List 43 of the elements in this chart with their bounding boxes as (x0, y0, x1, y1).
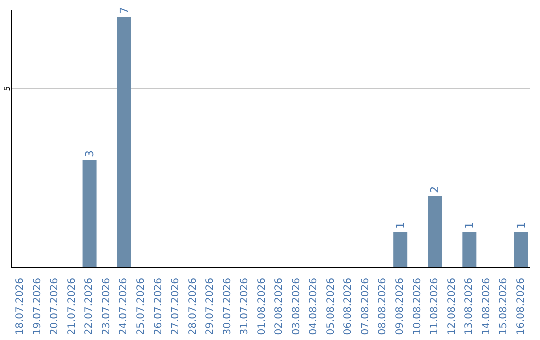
x-tick-label: 19.07.2026 (32, 278, 44, 336)
data-label: 1 (394, 222, 408, 230)
bar (462, 232, 477, 268)
bar (394, 232, 408, 268)
x-tick-label: 25.07.2026 (136, 278, 147, 336)
x-tick-label: 14.08.2026 (481, 278, 492, 336)
x-tick-label: 16.08.2026 (516, 278, 527, 336)
bar (117, 17, 132, 268)
x-tick-label: 13.08.2026 (464, 278, 476, 336)
x-tick-label: 11.08.2026 (430, 278, 441, 336)
data-label: 2 (428, 186, 442, 194)
bar (82, 160, 97, 268)
x-tick-label: 18.07.2026 (15, 278, 26, 336)
x-tick-label: 09.08.2026 (395, 278, 406, 336)
data-label: 1 (514, 222, 528, 230)
x-tick-label: 15.08.2026 (498, 278, 510, 336)
data-label: 3 (83, 150, 96, 158)
x-tick-label: 24.07.2026 (118, 278, 130, 336)
x-tick-label: 01.08.2026 (256, 278, 268, 336)
x-tick-label: 12.08.2026 (446, 278, 458, 336)
x-tick-label: 05.08.2026 (326, 278, 337, 336)
bar (428, 196, 442, 268)
x-tick-label: 20.07.2026 (50, 278, 61, 336)
x-tick-label: 22.07.2026 (84, 278, 96, 336)
x-tick-label: 31.07.2026 (240, 278, 251, 336)
x-tick-label: 06.08.2026 (343, 278, 354, 336)
x-tick-label: 04.08.2026 (308, 278, 320, 336)
y-tick-label: 5 (3, 86, 12, 92)
x-tick-label: 23.07.2026 (101, 278, 112, 336)
x-tick-label: 21.07.2026 (66, 278, 78, 336)
x-tick-label: 08.08.2026 (378, 278, 389, 336)
bar (514, 232, 528, 268)
x-tick-label: 02.08.2026 (274, 278, 286, 336)
x-tick-label: 07.08.2026 (360, 278, 372, 336)
x-tick-label: 30.07.2026 (222, 278, 234, 336)
x-tick-label: 27.07.2026 (170, 278, 182, 336)
x-tick-label: 28.07.2026 (188, 278, 199, 336)
x-tick-label: 26.07.2026 (153, 278, 164, 336)
x-tick-label: 03.08.2026 (291, 278, 302, 336)
data-label: 7 (118, 7, 131, 14)
x-tick-label: 10.08.2026 (412, 278, 424, 336)
x-tick-label: 29.07.2026 (205, 278, 216, 336)
data-label: 1 (463, 222, 476, 230)
